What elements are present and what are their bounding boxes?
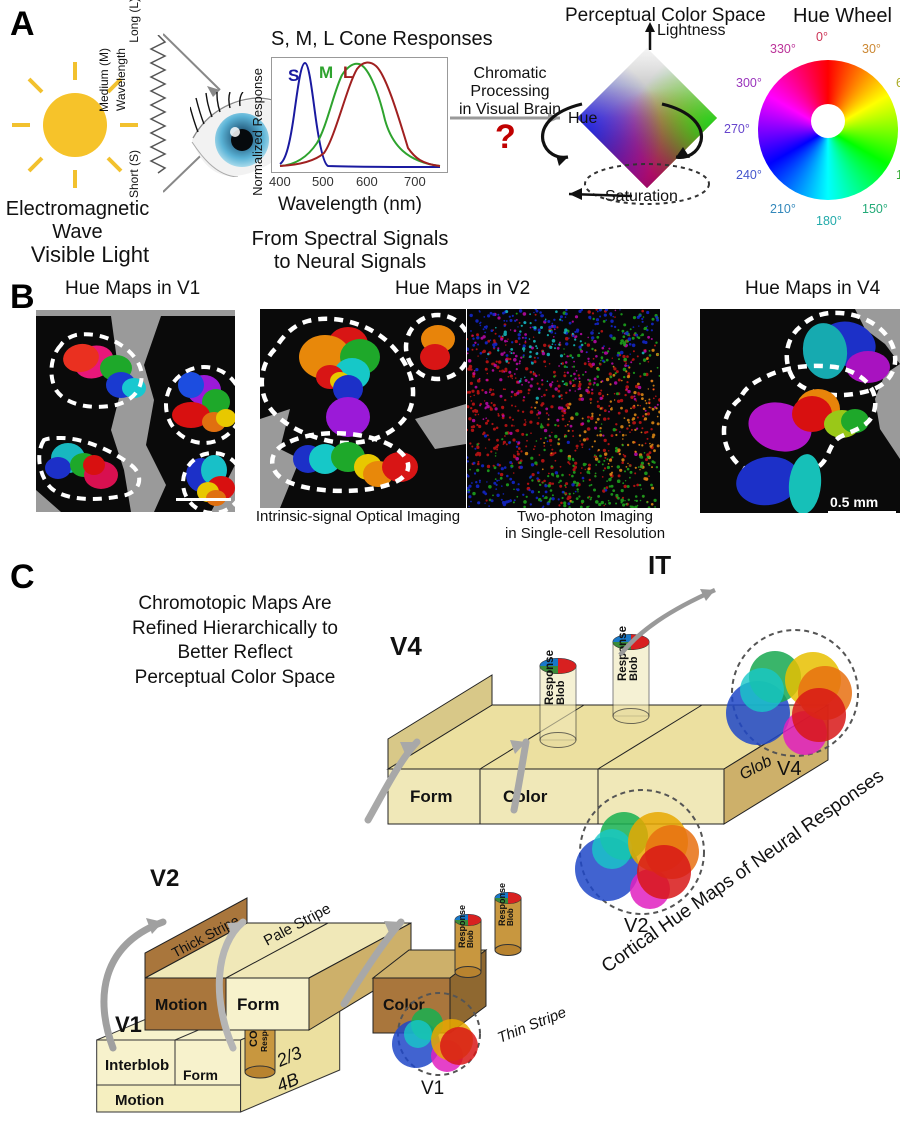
svg-text:Thin Stripe: Thin Stripe (495, 1004, 569, 1047)
svg-text:V4: V4 (390, 631, 422, 661)
svg-text:Form: Form (410, 787, 453, 806)
svg-text:V1: V1 (115, 1012, 142, 1037)
svg-text:Interblob: Interblob (105, 1057, 169, 1074)
svg-text:Motion: Motion (115, 1092, 164, 1109)
svg-text:Color: Color (503, 787, 548, 806)
svg-text:Form: Form (237, 995, 280, 1014)
svg-text:Blob: Blob (506, 908, 515, 926)
svg-text:Blob: Blob (466, 930, 475, 948)
svg-text:V2: V2 (150, 865, 179, 892)
svg-text:Blob: Blob (555, 680, 567, 705)
svg-text:Form: Form (183, 1067, 218, 1083)
svg-text:V1: V1 (421, 1078, 444, 1099)
svg-text:V4: V4 (777, 758, 801, 780)
svg-text:Motion: Motion (155, 997, 207, 1014)
